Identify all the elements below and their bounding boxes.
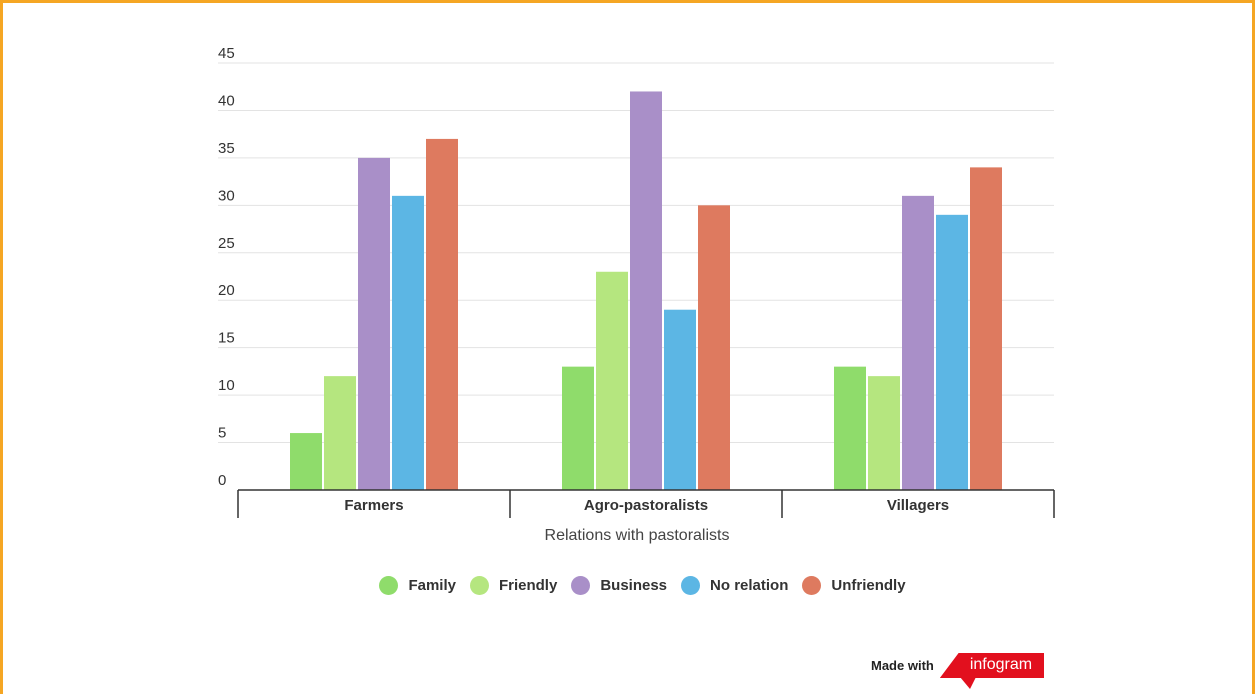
legend-swatch xyxy=(571,576,591,595)
x-category-label: Farmers xyxy=(344,497,403,514)
y-tick-label: 35 xyxy=(218,140,235,157)
y-tick-label: 5 xyxy=(218,425,226,442)
bars xyxy=(290,91,1002,491)
category-labels: Farmers Agro-pastoralists Villagers xyxy=(344,497,949,514)
y-tick-label: 40 xyxy=(218,92,235,109)
made-with-text: Made with xyxy=(871,658,934,673)
bar-business-agro-pastoralists[interactable] xyxy=(630,91,662,490)
legend-label: Business xyxy=(600,577,668,594)
y-tick-label: 20 xyxy=(218,282,235,299)
bar-no-relation-villagers[interactable] xyxy=(936,214,968,491)
bar-family-villagers[interactable] xyxy=(834,366,866,490)
x-category-label: Agro-pastoralists xyxy=(584,497,708,514)
bar-friendly-villagers[interactable] xyxy=(868,376,900,490)
bar-unfriendly-villagers[interactable] xyxy=(970,167,1002,490)
y-tick-label: 25 xyxy=(218,235,235,252)
y-tick-label: 30 xyxy=(218,187,235,204)
bar-business-farmers[interactable] xyxy=(358,157,390,490)
bar-family-farmers[interactable] xyxy=(290,433,322,490)
y-tick-label: 45 xyxy=(218,45,235,62)
legend-item-unfriendly[interactable]: Unfriendly xyxy=(802,576,906,595)
x-category-label: Villagers xyxy=(887,497,949,514)
bar-family-agro-pastoralists[interactable] xyxy=(562,366,594,490)
x-axis-title: Relations with pastoralists xyxy=(545,527,730,544)
legend-item-friendly[interactable]: Friendly xyxy=(469,576,558,595)
legend-item-business[interactable]: Business xyxy=(571,576,667,595)
legend-swatch xyxy=(379,576,399,595)
bar-friendly-agro-pastoralists[interactable] xyxy=(596,271,628,490)
y-tick-label: 15 xyxy=(218,330,235,347)
bar-unfriendly-farmers[interactable] xyxy=(426,138,458,490)
bar-friendly-farmers[interactable] xyxy=(324,376,356,490)
legend-label: Family xyxy=(408,577,456,594)
bar-business-villagers[interactable] xyxy=(902,195,934,490)
legend-label: Unfriendly xyxy=(831,577,906,594)
legend-item-family[interactable]: Family xyxy=(379,576,456,595)
bar-no-relation-farmers[interactable] xyxy=(392,195,424,490)
x-axis xyxy=(237,489,1055,518)
bar-no-relation-agro-pastoralists[interactable] xyxy=(664,309,696,490)
legend-swatch xyxy=(681,576,701,595)
legend-label: No relation xyxy=(710,577,789,594)
infogram-logo[interactable]: infogram xyxy=(939,653,1045,678)
legend: Family Friendly Business No relation Unfrien… xyxy=(0,576,1255,595)
legend-label: Friendly xyxy=(498,577,558,594)
infogram-logo-tail xyxy=(960,677,976,689)
y-tick-labels: 0 5 10 15 20 25 30 35 40 45 xyxy=(218,45,235,489)
bar-unfriendly-agro-pastoralists[interactable] xyxy=(698,205,730,491)
made-with-credit[interactable]: Made with infogram xyxy=(871,653,1045,678)
legend-item-no-relation[interactable]: No relation xyxy=(681,576,788,595)
y-tick-label: 10 xyxy=(218,377,235,394)
legend-swatch xyxy=(469,576,489,595)
y-tick-label: 0 xyxy=(218,472,226,489)
legend-swatch xyxy=(802,576,822,595)
